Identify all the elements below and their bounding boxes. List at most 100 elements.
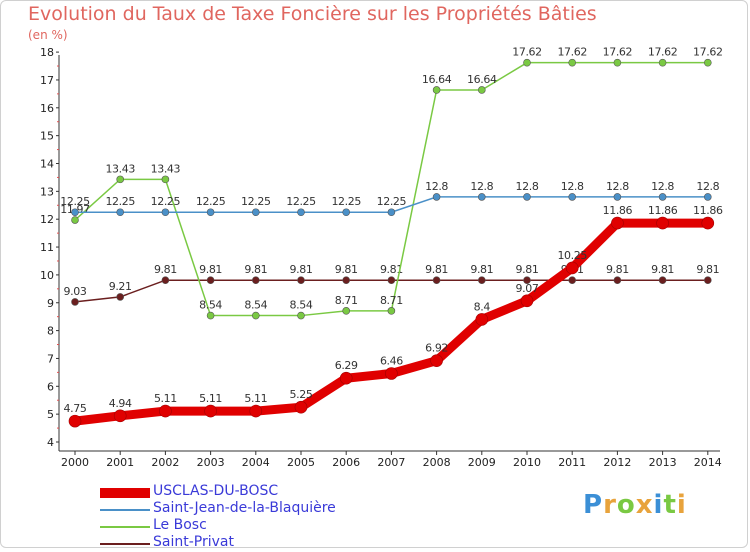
x-tick-label: 2011 (558, 456, 586, 469)
chart-title: Evolution du Taux de Taxe Foncière sur l… (28, 3, 597, 25)
data-point (385, 367, 398, 380)
legend-label: Saint-Jean-de-la-Blaquière (153, 500, 336, 516)
legend-label: Saint-Privat (153, 534, 234, 550)
data-label: 9.81 (696, 263, 719, 276)
data-point (477, 193, 486, 201)
x-tick-label: 2004 (242, 456, 270, 469)
y-tick-label: 10 (40, 269, 54, 282)
x-tick-label: 2006 (332, 456, 360, 469)
y-tick-label: 8 (47, 325, 54, 338)
x-tick-label: 2000 (61, 456, 89, 469)
data-label: 9.81 (651, 263, 674, 276)
y-tick-label: 5 (47, 408, 54, 421)
data-label: 8.71 (380, 294, 403, 307)
data-label: 12.8 (606, 180, 629, 193)
data-label: 6.46 (380, 354, 403, 367)
data-point (430, 354, 443, 367)
data-label: 9.81 (335, 263, 358, 276)
y-tick-label: 4 (47, 436, 54, 449)
legend-label: USCLAS-DU-BOSC (153, 483, 279, 499)
y-tick-label: 9 (47, 297, 54, 310)
data-label: 11.86 (693, 204, 723, 217)
data-label: 5.11 (154, 392, 177, 405)
data-label: 5.11 (199, 392, 222, 405)
data-point (701, 216, 715, 230)
data-label: 9.21 (109, 280, 132, 293)
data-point (477, 86, 486, 94)
data-point (568, 193, 577, 201)
data-label: 11.86 (603, 204, 633, 217)
data-point (387, 208, 396, 217)
data-point (658, 193, 667, 201)
data-point (523, 276, 531, 284)
data-point (206, 311, 215, 320)
data-point (523, 193, 531, 201)
data-label: 17.62 (603, 46, 633, 59)
proxiti-logo: Proxiti (583, 490, 687, 520)
data-label: 17.62 (557, 46, 587, 59)
data-point (656, 216, 669, 230)
data-label: 12.25 (105, 195, 135, 208)
data-label: 12.8 (425, 180, 448, 193)
data-label: 16.64 (467, 73, 497, 86)
data-label: 12.25 (377, 195, 407, 208)
data-point (613, 58, 622, 67)
data-point (161, 276, 170, 284)
data-label: 6.29 (335, 359, 358, 372)
logo-letter: r (603, 490, 617, 520)
data-label: 4.94 (109, 397, 132, 410)
data-point (658, 276, 667, 284)
legend-swatch (100, 488, 150, 498)
data-label: 8.54 (244, 299, 267, 312)
data-label: 6.92 (425, 342, 448, 355)
y-tick-label: 15 (40, 130, 54, 143)
legend-swatch (100, 526, 150, 528)
data-point (703, 276, 712, 284)
data-point (432, 276, 441, 284)
legend-swatch (100, 509, 150, 511)
y-axis-unit: (en %) (28, 28, 68, 42)
data-label: 8.4 (474, 300, 491, 313)
data-point (703, 193, 712, 201)
data-point (523, 58, 531, 67)
logo-letter: o (616, 490, 636, 520)
y-tick-label: 16 (40, 102, 54, 115)
data-label: 10.25 (557, 249, 587, 262)
data-point (252, 208, 260, 217)
data-label: 9.81 (199, 263, 222, 276)
data-label: 11.86 (648, 204, 678, 217)
data-point (71, 208, 79, 217)
data-label: 12.25 (331, 195, 361, 208)
data-point (161, 208, 170, 217)
logo-letter: i (676, 490, 687, 520)
data-point (432, 193, 441, 201)
data-label: 9.81 (290, 263, 313, 276)
data-point (297, 276, 305, 284)
data-label: 17.62 (693, 46, 723, 59)
data-point (161, 175, 170, 184)
data-label: 9.03 (64, 285, 87, 298)
logo-letter: P (583, 490, 604, 520)
logo-letter: i (653, 490, 664, 520)
data-label: 8.54 (290, 299, 313, 312)
x-tick-label: 2007 (377, 456, 405, 469)
data-label: 17.62 (648, 46, 678, 59)
data-label: 16.64 (422, 73, 452, 86)
data-label: 9.81 (154, 263, 177, 276)
y-tick-label: 18 (40, 46, 54, 59)
x-tick-label: 2014 (694, 456, 722, 469)
x-tick-label: 2003 (197, 456, 225, 469)
x-tick-label: 2010 (513, 456, 541, 469)
data-point (71, 298, 79, 306)
data-point (613, 276, 622, 284)
x-tick-label: 2002 (151, 456, 179, 469)
data-label: 8.71 (335, 294, 358, 307)
data-label: 8.54 (199, 299, 222, 312)
data-point (206, 276, 215, 284)
data-label: 9.07 (516, 282, 539, 295)
data-label: 17.62 (512, 46, 542, 59)
data-label: 5.25 (290, 388, 313, 401)
data-label: 12.8 (470, 180, 493, 193)
x-tick-label: 2013 (649, 456, 677, 469)
